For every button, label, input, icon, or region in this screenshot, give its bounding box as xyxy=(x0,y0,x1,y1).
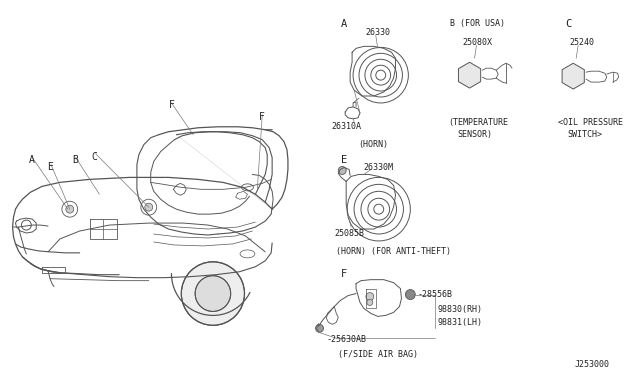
Circle shape xyxy=(181,262,244,326)
Text: B (FOR USA): B (FOR USA) xyxy=(450,19,505,28)
Text: F: F xyxy=(168,100,174,110)
Text: 25080X: 25080X xyxy=(463,38,493,47)
Text: -28556B: -28556B xyxy=(417,289,452,299)
Text: (HORN) (FOR ANTI-THEFT): (HORN) (FOR ANTI-THEFT) xyxy=(336,247,451,256)
Text: -25630AB: -25630AB xyxy=(326,335,367,344)
Circle shape xyxy=(316,324,323,332)
Text: <OIL PRESSURE: <OIL PRESSURE xyxy=(558,118,623,127)
Text: C: C xyxy=(565,19,572,29)
Circle shape xyxy=(405,289,415,299)
Text: 98831(LH): 98831(LH) xyxy=(438,318,483,327)
Text: 98830(RH): 98830(RH) xyxy=(438,305,483,314)
Text: E: E xyxy=(341,155,348,164)
Text: 26330: 26330 xyxy=(366,29,391,38)
Text: (TEMPERATURE: (TEMPERATURE xyxy=(448,118,508,127)
Text: F: F xyxy=(259,112,265,122)
Text: J253000: J253000 xyxy=(575,360,610,369)
Text: (HORN): (HORN) xyxy=(358,140,388,149)
Text: (F/SIDE AIR BAG): (F/SIDE AIR BAG) xyxy=(339,350,419,359)
Text: F: F xyxy=(341,269,348,279)
Text: 25085B: 25085B xyxy=(334,229,364,238)
Text: SENSOR): SENSOR) xyxy=(458,130,493,139)
Text: 26310A: 26310A xyxy=(332,122,362,131)
Text: A: A xyxy=(28,155,34,164)
Polygon shape xyxy=(562,63,584,89)
Text: B: B xyxy=(72,155,77,164)
Circle shape xyxy=(367,299,373,305)
Text: E: E xyxy=(47,161,53,171)
Circle shape xyxy=(145,203,153,211)
Polygon shape xyxy=(458,62,481,88)
Text: 26330M: 26330M xyxy=(363,163,393,171)
Circle shape xyxy=(366,292,374,301)
Text: SWITCH>: SWITCH> xyxy=(567,130,602,139)
Text: A: A xyxy=(341,19,348,29)
Text: 25240: 25240 xyxy=(569,38,595,47)
Text: C: C xyxy=(92,152,97,161)
Circle shape xyxy=(195,276,230,311)
Circle shape xyxy=(339,167,346,174)
Circle shape xyxy=(66,205,74,213)
